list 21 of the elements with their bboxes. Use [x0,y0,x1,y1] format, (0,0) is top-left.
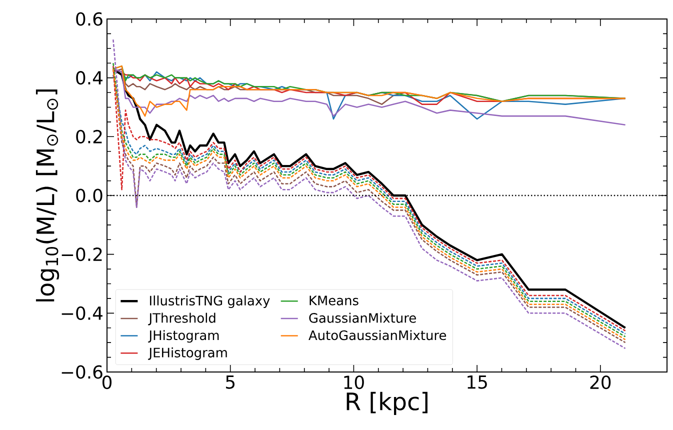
y-axis-title: log$_{10}$(M/L) [M$_{⊙}$/L$_{⊙}$] [36,89,60,302]
x-tick-label: 10 [344,376,364,390]
y-tick-label: −0.4 [62,306,102,320]
legend-label: AutoGaussianMixture [308,330,446,340]
legend-label: JHistogram [148,330,219,343]
legend-label: GaussianMixture [309,312,416,323]
y-tick-label: −0.2 [62,248,102,262]
legend-label: JThreshold [148,312,216,326]
x-axis-title: R [kpc] [346,392,428,416]
x-tick-label: 15 [468,376,487,389]
legend-label: JEHistogram [148,347,227,360]
y-tick-label: 0.6 [76,12,102,26]
y-tick-label: 0.0 [76,188,102,202]
legend-label: IllustrisTNG galaxy [150,295,270,308]
x-tick-label: 0 [102,376,112,390]
y-tick-label: 0.4 [76,71,102,85]
x-tick-label: 5 [226,376,234,389]
x-tick-label: 20 [590,376,611,390]
y-tick-label: 0.2 [76,130,102,144]
legend-label: KMeans [310,296,358,306]
y-tick-label: −0.6 [62,365,102,379]
